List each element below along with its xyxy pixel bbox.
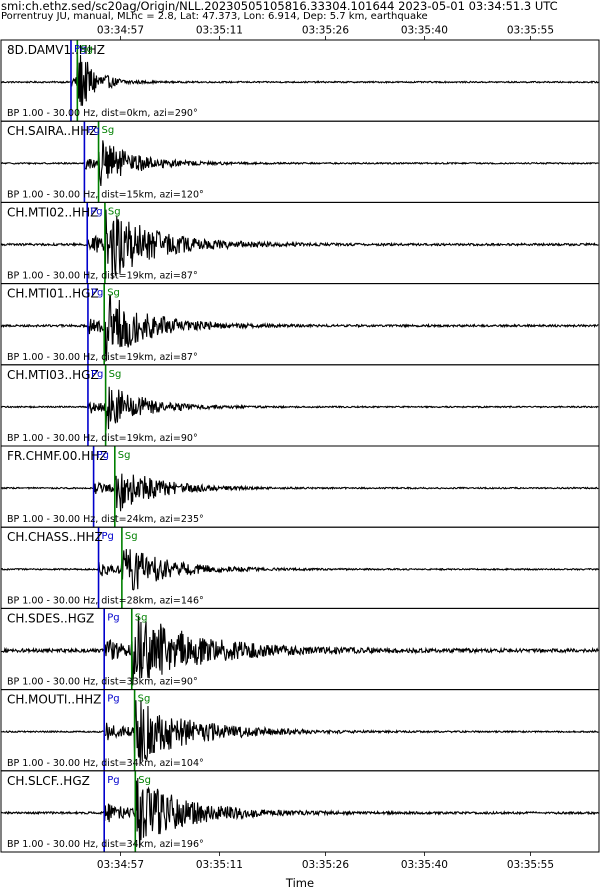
filter-label: BP 1.00 - 30.00 Hz, dist=0km, azi=290°: [7, 108, 198, 119]
station-label: CH.CHASS..HHZ: [7, 530, 103, 544]
p-pick-label: Pg: [107, 775, 119, 786]
waveform-trace: [0, 209, 599, 280]
p-pick-label: Pg: [102, 531, 114, 542]
plot-subtitle: Porrentruy JU, manual, MLhc = 2.8, Lat: …: [1, 11, 428, 22]
filter-label: BP 1.00 - 30.00 Hz, dist=19km, azi=87°: [7, 271, 198, 282]
s-pick-label: Sg: [107, 288, 120, 299]
trace-panel: CH.SLCF..HGZ Pg Sg BP 1.00 - 30.00 Hz, dist…: [0, 770, 600, 853]
waveform-trace: [0, 548, 599, 591]
filter-label: BP 1.00 - 30.00 Hz, dist=34km, azi=196°: [7, 839, 204, 850]
s-pick-label: Sg: [80, 44, 93, 55]
bottom-tick-label: 03:35:40: [401, 859, 448, 871]
filter-label: BP 1.00 - 30.00 Hz, dist=34km, azi=104°: [7, 758, 204, 769]
s-pick-label: Sg: [118, 450, 131, 461]
plot-title: smi:ch.ethz.sed/sc20ag/Origin/NLL.202305…: [1, 0, 558, 13]
station-label: FR.CHMF.00.HHZ: [7, 449, 108, 463]
top-tick-label: 03:35:26: [302, 25, 349, 37]
p-pick-label: Pg: [91, 369, 103, 380]
waveform-trace: [0, 777, 599, 848]
station-label: CH.SAIRA..HHZ: [7, 124, 97, 138]
top-tick-label: 03:34:57: [97, 25, 144, 37]
bottom-time-axis: 03:34:57 03:35:11 03:35:26 03:35:40 03:35:55: [97, 852, 554, 871]
station-label: CH.SLCF..HGZ: [7, 774, 90, 788]
waveform-trace: [0, 700, 599, 764]
top-time-axis: 03:34:57 03:35:11 03:35:26 03:35:40 03:35:55: [97, 25, 554, 40]
p-pick-label: Pg: [97, 450, 109, 461]
station-label: 8D.DAMV1..HHZ: [7, 43, 105, 57]
filter-label: BP 1.00 - 30.00 Hz, dist=19km, azi=87°: [7, 352, 198, 363]
top-tick-label: 03:35:11: [196, 25, 243, 37]
p-pick-label: Pg: [90, 206, 102, 217]
waveform-trace: [0, 140, 599, 186]
filter-label: BP 1.00 - 30.00 Hz, dist=33km, azi=90°: [7, 677, 198, 688]
filter-label: BP 1.00 - 30.00 Hz, dist=24km, azi=235°: [7, 514, 204, 525]
s-pick-label: Sg: [135, 612, 148, 623]
waveform-trace: [0, 48, 599, 106]
filter-label: BP 1.00 - 30.00 Hz, dist=15km, azi=120°: [7, 189, 204, 200]
waveform-trace: [0, 615, 599, 686]
p-pick-label: Pg: [91, 288, 103, 299]
waveform-trace: [0, 386, 599, 431]
s-pick-label: Sg: [138, 775, 151, 786]
p-pick-label: Pg: [74, 44, 86, 55]
top-tick-label: 03:35:55: [507, 25, 554, 37]
filter-label: BP 1.00 - 30.00 Hz, dist=28km, azi=146°: [7, 595, 204, 606]
top-tick-label: 03:35:40: [401, 25, 448, 37]
s-pick-label: Sg: [102, 125, 115, 136]
bottom-tick-label: 03:35:55: [507, 859, 554, 871]
trace-panel: CH.SDES..HGZ Pg Sg BP 1.00 - 30.00 Hz, dist…: [0, 607, 600, 691]
bottom-tick-label: 03:35:26: [302, 859, 349, 871]
waveform-trace: [0, 294, 599, 362]
s-pick-label: Sg: [125, 531, 138, 542]
p-pick-label: Pg: [107, 612, 119, 623]
bottom-tick-label: 03:34:57: [97, 859, 144, 871]
station-label: CH.SDES..HGZ: [7, 611, 94, 625]
waveform-trace: [0, 473, 599, 512]
filter-label: BP 1.00 - 30.00 Hz, dist=19km, azi=90°: [7, 433, 198, 444]
panel-frame: [0, 770, 600, 853]
trace-panel: CH.MOUTI..HHZ Pg Sg BP 1.00 - 30.00 Hz, dis…: [0, 689, 600, 772]
station-label: CH.MTI03..HGZ: [7, 368, 99, 382]
station-label: CH.MTI01..HGZ: [7, 287, 99, 301]
s-pick-label: Sg: [138, 694, 151, 705]
x-axis-label: Time: [285, 876, 314, 890]
s-pick-label: Sg: [108, 206, 121, 217]
station-label: CH.MOUTI..HHZ: [7, 693, 101, 707]
p-pick-label: Pg: [107, 694, 119, 705]
bottom-tick-label: 03:35:11: [196, 859, 243, 871]
station-label: CH.MTI02..HHZ: [7, 205, 98, 219]
s-pick-label: Sg: [109, 369, 122, 380]
p-pick-label: Pg: [87, 125, 99, 136]
